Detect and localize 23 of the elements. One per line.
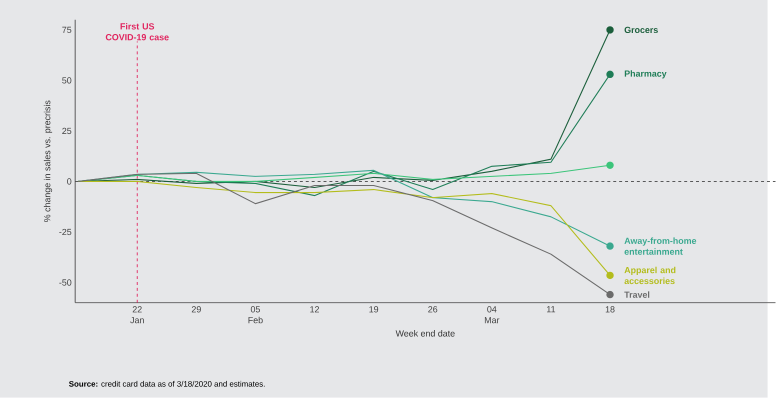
- series-label: Apparel and accessories: [624, 266, 676, 284]
- x-tick-label: 26: [428, 306, 438, 313]
- series-label: Away-from-home entertainment: [624, 238, 696, 255]
- y-tick-label: -25: [59, 228, 72, 236]
- x-axis-title: Week end date: [396, 330, 455, 337]
- y-tick-label: 50: [62, 77, 72, 84]
- x-tick-label: 29: [192, 306, 201, 313]
- x-tick-label: 04 Mar: [484, 306, 500, 324]
- y-axis-title: % change in sales vs. precrisis: [44, 100, 52, 222]
- x-tick-label: 12: [310, 306, 320, 313]
- series-label: Grocers: [624, 26, 658, 34]
- series-label: Pharmacy: [624, 70, 667, 79]
- x-tick-label: 18: [606, 306, 615, 313]
- y-tick-label: -50: [59, 280, 72, 286]
- x-tick-label: 22 Jan: [130, 306, 144, 324]
- x-tick-label: 11: [547, 306, 556, 312]
- y-tick-label: 25: [62, 128, 72, 134]
- y-tick-label: 0: [67, 178, 72, 185]
- y-tick-label: 75: [62, 26, 72, 34]
- ref-line-label: First US COVID-19 case: [106, 23, 169, 41]
- x-tick-label: 19: [369, 306, 378, 313]
- series-label: Travel: [624, 292, 650, 298]
- x-tick-label: 05 Feb: [248, 306, 263, 324]
